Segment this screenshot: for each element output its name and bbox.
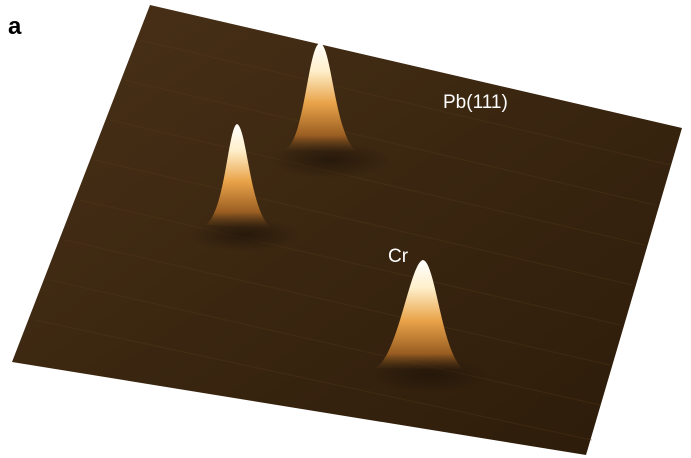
figure: a Pb(111) Cr <box>0 0 691 458</box>
adatom-label: Cr <box>388 246 409 267</box>
panel-label: a <box>8 13 22 40</box>
substrate-label: Pb(111) <box>443 92 508 113</box>
page: a Pb(111) Cr (() => { const data = JSON.… <box>0 0 691 458</box>
